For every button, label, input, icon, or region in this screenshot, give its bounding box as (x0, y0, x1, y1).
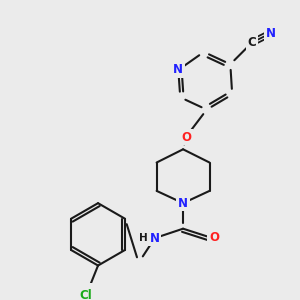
Text: C: C (248, 36, 256, 49)
Text: O: O (181, 130, 191, 143)
Text: N: N (266, 27, 276, 40)
Text: Cl: Cl (80, 289, 92, 300)
Text: N: N (178, 197, 188, 210)
Text: N: N (150, 232, 160, 244)
Text: N: N (173, 63, 183, 76)
Text: O: O (209, 231, 219, 244)
Text: H: H (139, 233, 148, 243)
